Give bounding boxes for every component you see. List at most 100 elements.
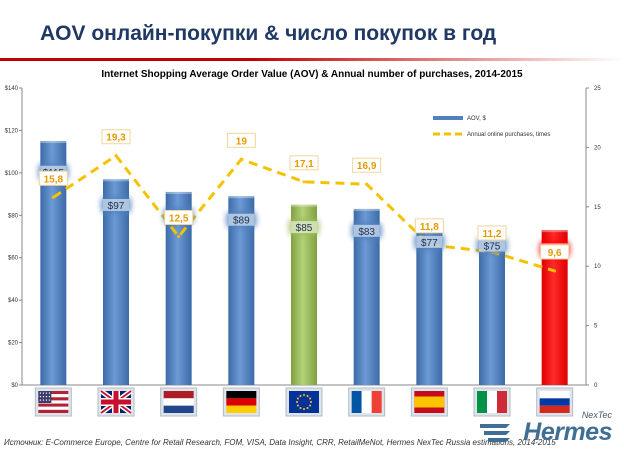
flag-part (289, 391, 319, 413)
y-left-tick-label: $0 (11, 383, 18, 389)
bar-value-label: $85 (296, 223, 313, 234)
flag-star (39, 392, 42, 394)
bar-aov-highlight (228, 196, 255, 199)
legend-purchases-label: Annual online purchases, times (467, 132, 550, 138)
purchases-point (114, 154, 118, 158)
purchases-value-label: 19,3 (106, 133, 126, 144)
y-right-tick-label: 15 (594, 205, 601, 211)
flag-part (487, 391, 497, 413)
purchases-value-label: 17,1 (294, 159, 314, 170)
hermes-wing-icon (480, 424, 510, 442)
flag-star (48, 392, 51, 394)
bar-aov-highlight (103, 179, 129, 182)
flag-part (226, 391, 257, 399)
bar-aov-highlight (541, 230, 568, 233)
flag-netherlands-icon (160, 387, 198, 417)
purchases-line (52, 153, 556, 273)
flag-part (539, 398, 570, 406)
purchases-point (177, 235, 181, 238)
bar-value-label: $75 (484, 242, 501, 253)
y-left-tick-label: $140 (5, 86, 19, 92)
flag-part (351, 391, 362, 413)
flag-star (309, 404, 312, 407)
flag-star (296, 404, 299, 407)
purchases-value-label: 9,6 (548, 248, 562, 259)
flag-spain-icon (410, 387, 448, 417)
purchases-value-label: 11,2 (483, 229, 502, 240)
flag-part (163, 398, 194, 406)
bar-value-label: $77 (421, 238, 438, 249)
slide-title: AOV онлайн-покупки & число покупок в год (40, 22, 497, 45)
hermes-logo: NexTec Hermes (478, 410, 618, 446)
purchases-label-box (414, 218, 444, 234)
logo-subtitle: NexTec (581, 410, 612, 420)
flag-part (163, 405, 194, 413)
flag-canton (38, 391, 52, 403)
purchases-point (302, 180, 306, 184)
flag-star (45, 396, 48, 398)
y-left-tick-label: $100 (5, 171, 19, 177)
flag-russia-icon (536, 387, 574, 417)
purchases-point (553, 269, 557, 273)
bar-value-bg (353, 224, 380, 237)
y-left-tick-label: $60 (8, 256, 19, 262)
flag-star (296, 397, 299, 400)
flag-part (226, 398, 257, 406)
purchases-value-label: 11,8 (420, 222, 439, 233)
y-left-tick-label: $80 (8, 213, 19, 219)
y-right-tick-label: 25 (594, 86, 601, 92)
y-right-tick-label: 5 (594, 324, 598, 330)
flag-part (361, 391, 372, 413)
flag-star (42, 399, 45, 401)
bar-value-bg (103, 198, 129, 211)
flag-star (299, 394, 302, 397)
flag-star (306, 394, 309, 397)
flag-star (309, 397, 312, 400)
purchases-label-box (289, 155, 319, 171)
y-left-tick-label: $40 (8, 298, 19, 304)
flag-part (38, 403, 69, 407)
flag-part (539, 405, 570, 413)
flag-star (310, 401, 312, 403)
purchases-value-label: 15,8 (44, 174, 64, 185)
flag-part (38, 394, 69, 398)
bar-aov (103, 179, 129, 385)
purchases-label-box (477, 225, 507, 241)
flag-eu-icon (285, 387, 323, 417)
flag-star (299, 407, 302, 410)
flag-france-icon (348, 387, 386, 417)
flag-star (303, 408, 305, 410)
purchases-label-box (352, 157, 382, 173)
flag-part (163, 391, 194, 399)
legend-aov-swatch (433, 116, 463, 120)
bar-value-label: $83 (358, 227, 375, 238)
bar-value-bg (291, 221, 317, 234)
flag-italy-icon (473, 387, 511, 417)
y-left-tick-label: $120 (5, 128, 19, 134)
purchases-point (365, 182, 369, 186)
flag-star (42, 396, 45, 398)
purchases-label-box (101, 129, 131, 145)
flag-part (371, 391, 382, 413)
purchases-point (239, 157, 243, 161)
flag-star (39, 396, 42, 398)
flag-star (303, 394, 305, 396)
flag-uk-icon (97, 387, 135, 417)
purchases-label-box (226, 132, 256, 148)
flag-usa-icon (34, 387, 72, 417)
flag-part (38, 409, 69, 413)
flag-star (296, 401, 298, 403)
flag-germany-icon (222, 387, 260, 417)
y-right-tick-label: 20 (594, 145, 601, 151)
flag-part (414, 396, 445, 408)
bar-aov-highlight (291, 204, 317, 207)
purchases-label-box (38, 170, 68, 186)
y-right-tick-label: 0 (594, 383, 598, 389)
logo-wordmark: Hermes (523, 418, 612, 446)
flag-part (477, 391, 487, 413)
flag-star (45, 392, 48, 394)
flag-part (38, 397, 69, 401)
bar-aov-highlight (165, 191, 192, 194)
flag-star (306, 407, 309, 410)
